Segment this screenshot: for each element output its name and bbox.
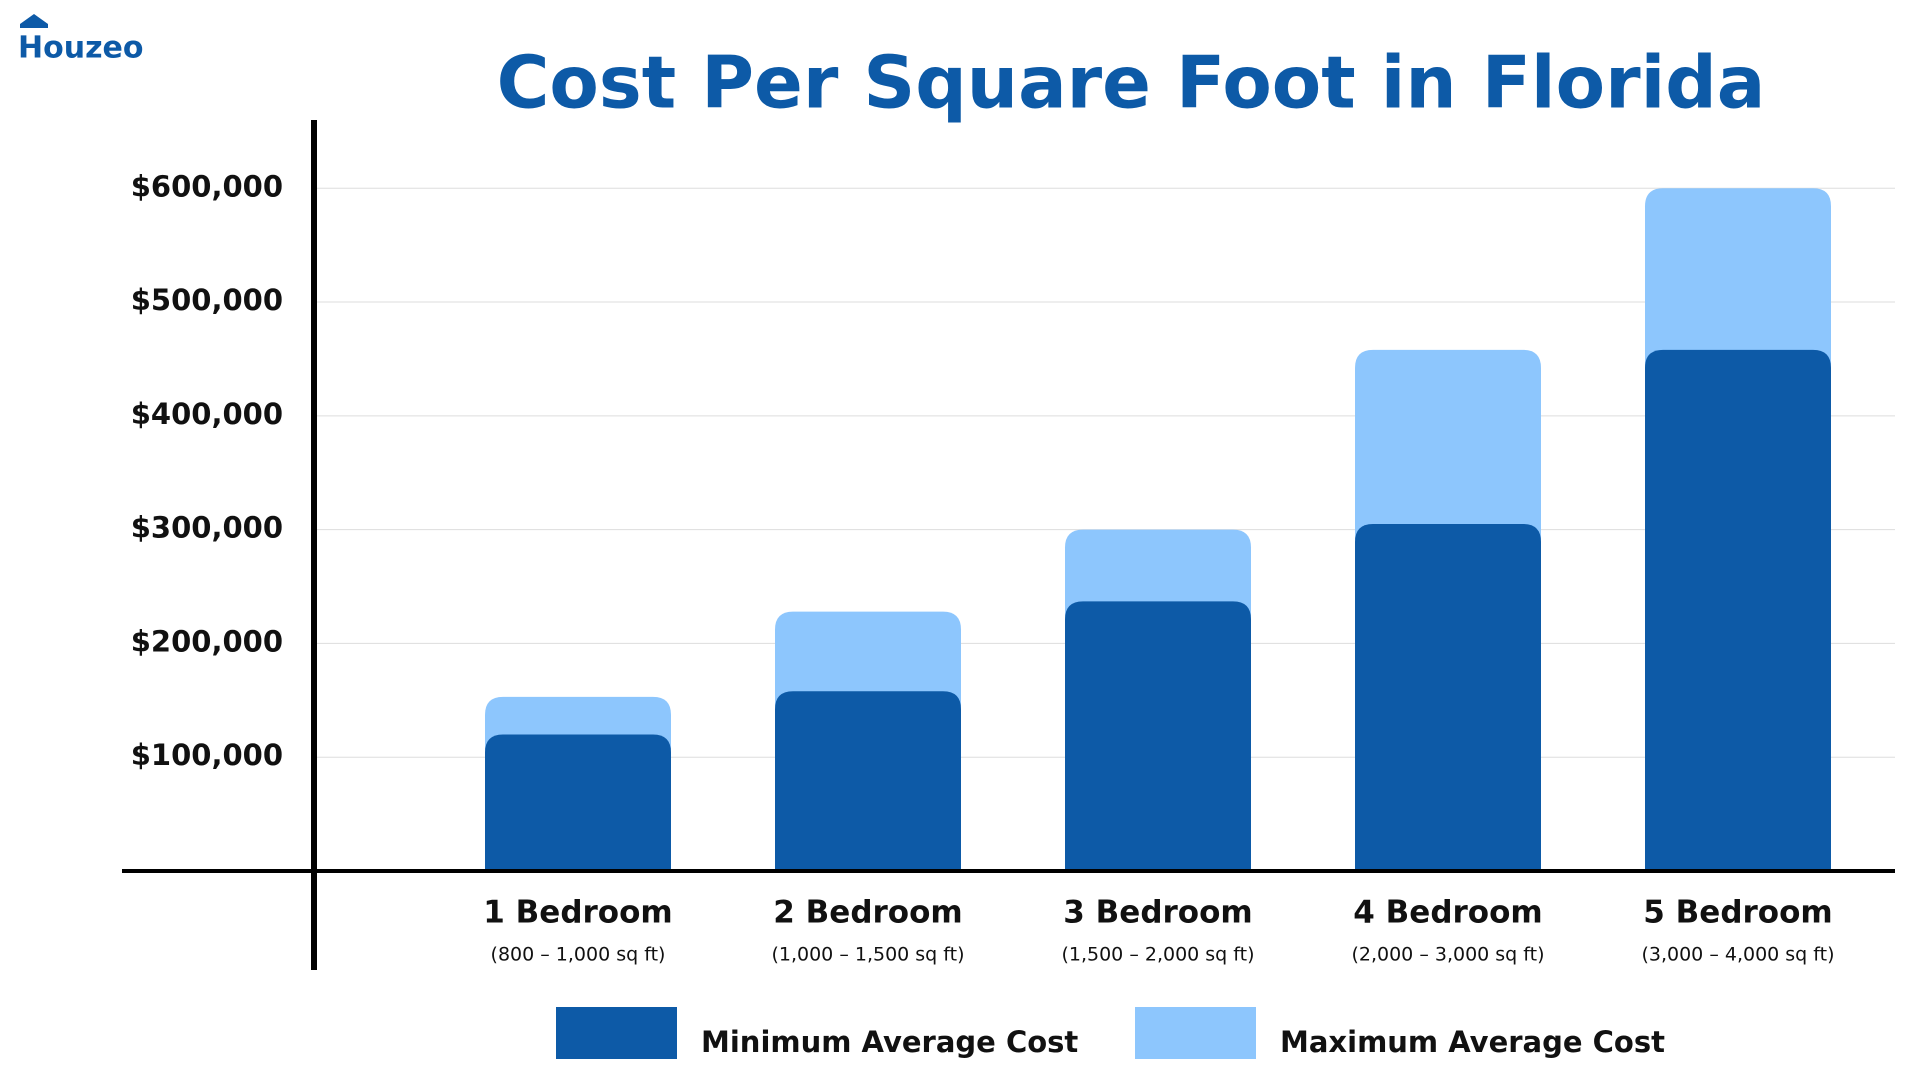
y-tick-label: $200,000 (131, 624, 283, 658)
y-tick-label: $100,000 (131, 738, 283, 772)
x-tick-note: (2,000 – 3,000 sq ft) (1351, 944, 1544, 966)
x-tick-label: 5 Bedroom (1643, 895, 1832, 931)
logo: Houzeo (18, 14, 144, 66)
bar (485, 734, 671, 871)
logo-text: Houzeo (18, 31, 144, 66)
bar (1355, 523, 1541, 871)
legend-label: Maximum Average Cost (1280, 1025, 1665, 1059)
bar (1645, 349, 1831, 871)
y-tick-label: $500,000 (131, 283, 283, 317)
x-tick-note: (800 – 1,000 sq ft) (491, 944, 666, 966)
legend-swatch (556, 1007, 677, 1059)
logo-icon (20, 14, 48, 28)
y-tick-label: $600,000 (131, 169, 283, 203)
x-tick-label: 1 Bedroom (483, 895, 672, 931)
x-tick-note: (3,000 – 4,000 sq ft) (1641, 944, 1834, 966)
x-tick-label: 2 Bedroom (773, 895, 962, 931)
x-tick-label: 3 Bedroom (1063, 895, 1252, 931)
y-tick-label: $400,000 (131, 397, 283, 431)
bar (775, 691, 961, 871)
legend-swatch (1135, 1007, 1256, 1059)
chart-title: Cost Per Square Foot in Florida (497, 41, 1766, 125)
x-tick-label: 4 Bedroom (1353, 895, 1542, 931)
y-tick-label: $300,000 (131, 511, 283, 545)
x-tick-note: (1,000 – 1,500 sq ft) (771, 944, 964, 966)
bar (1065, 601, 1251, 871)
x-tick-note: (1,500 – 2,000 sq ft) (1061, 944, 1254, 966)
legend-label: Minimum Average Cost (701, 1025, 1078, 1059)
